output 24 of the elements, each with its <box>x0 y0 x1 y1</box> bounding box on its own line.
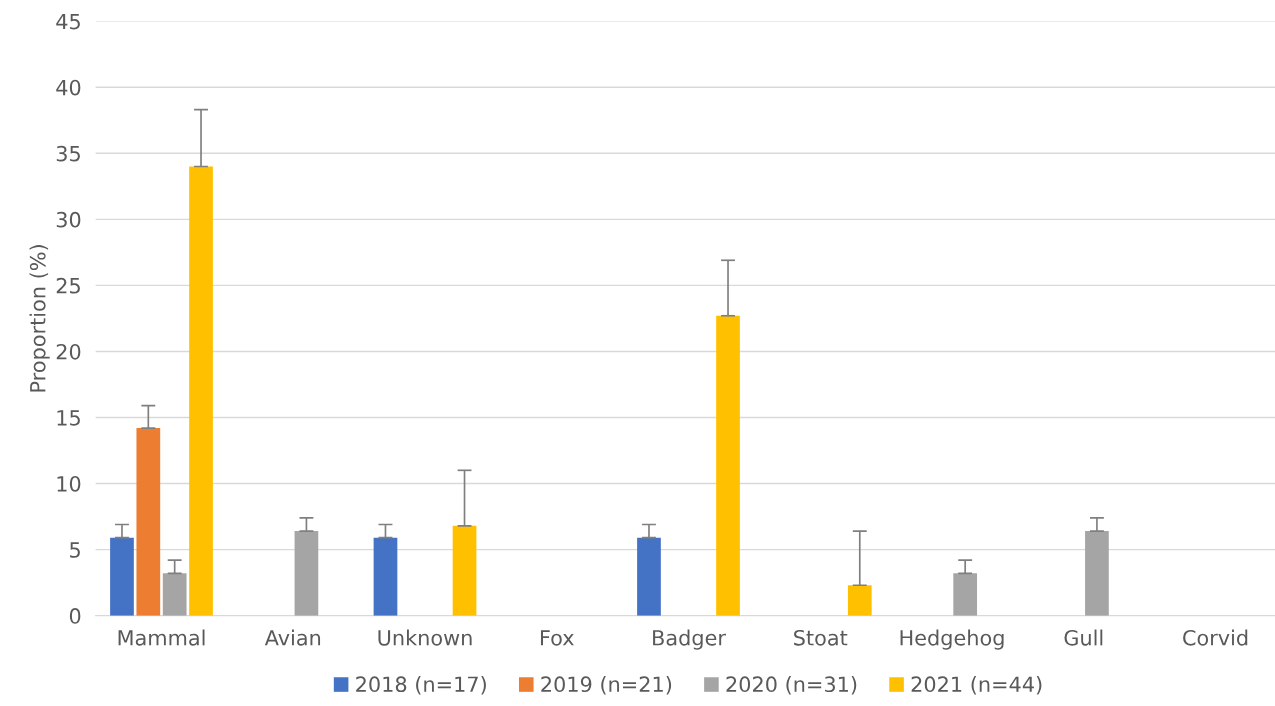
y-axis-title: Proportion (%) <box>29 245 50 392</box>
y-tick-label: 15 <box>57 410 80 426</box>
x-tick-label: Gull <box>1064 629 1103 646</box>
x-tick-label: Corvid <box>1183 629 1248 646</box>
y-tick-label: 5 <box>70 542 80 558</box>
x-tick-label: Fox <box>540 630 574 646</box>
legend-label: 2020 (n=31) <box>726 676 857 695</box>
legend-label: 2019 (n=21) <box>541 676 672 695</box>
x-tick-label: Unknown <box>378 629 472 646</box>
y-tick-label: 0 <box>69 608 81 624</box>
x-tick-label: Avian <box>264 629 321 646</box>
x-tick-label: Stoat <box>794 629 848 646</box>
legend-label: 2021 (n=44) <box>911 676 1042 695</box>
y-tick-label: 10 <box>57 475 81 492</box>
y-tick-label: 45 <box>56 13 80 30</box>
legend-label: 2018 (n=17) <box>356 676 486 695</box>
y-tick-label: 20 <box>56 343 81 360</box>
y-tick-label: 30 <box>56 211 81 228</box>
x-tick-label: Badger <box>653 629 726 650</box>
y-tick-label: 25 <box>56 277 80 294</box>
y-tick-label: 35 <box>56 145 80 162</box>
x-tick-label: Hedgehog <box>900 629 1004 650</box>
y-tick-label: 40 <box>56 79 81 96</box>
x-tick-label: Mammal <box>118 629 205 646</box>
